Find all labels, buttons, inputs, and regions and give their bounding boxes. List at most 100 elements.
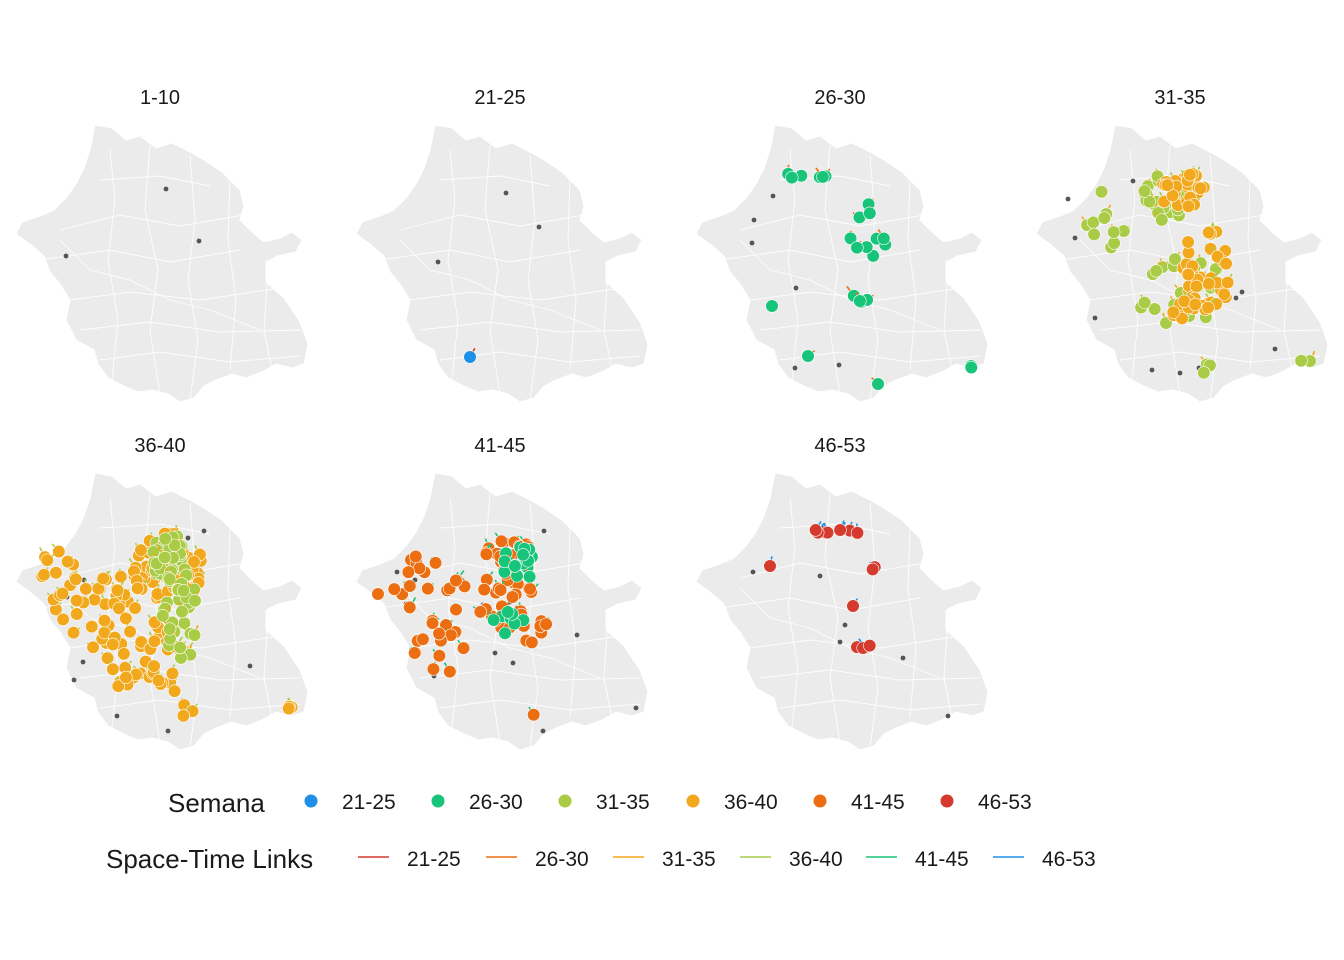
case-point: [134, 543, 148, 557]
case-point: [456, 641, 471, 655]
district-boundary: [399, 587, 601, 679]
case-point: [69, 572, 83, 586]
legend-label: 26-30: [469, 791, 523, 814]
district-boundary: [79, 321, 301, 333]
reference-point: [900, 655, 906, 661]
district-boundary: [399, 239, 601, 331]
case-point: [846, 599, 860, 613]
panel-title: 41-45: [474, 435, 525, 457]
case-point: [1148, 302, 1162, 316]
case-point: [106, 637, 120, 651]
legend-label: 31-35: [662, 848, 716, 871]
case-point: [498, 626, 512, 640]
reference-point: [201, 528, 207, 534]
case-point: [97, 614, 112, 628]
district-boundary: [99, 523, 211, 535]
reference-point: [247, 663, 253, 669]
case-point: [1188, 297, 1202, 312]
legend-key-point: [813, 794, 827, 808]
district-boundary: [1099, 321, 1321, 333]
district-boundary: [227, 179, 237, 371]
reference-point: [1239, 289, 1245, 295]
case-point: [785, 170, 799, 185]
district-boundary: [943, 269, 953, 371]
case-point: [843, 231, 858, 246]
case-point: [1183, 168, 1197, 182]
case-point: [527, 708, 541, 722]
legend-item: 36-40: [686, 791, 778, 814]
case-point: [117, 647, 131, 661]
case-point: [106, 662, 120, 676]
reference-point: [1092, 315, 1098, 321]
case-point: [134, 635, 148, 649]
district-boundary: [867, 154, 879, 401]
legend-space-time-links: Space-Time Links 21-25 26-30 31-35 36-40…: [106, 844, 1096, 874]
district-boundary: [409, 287, 621, 301]
case-point: [539, 617, 553, 631]
reference-point: [1272, 346, 1278, 352]
district-boundary: [447, 497, 459, 729]
district-boundary: [759, 669, 981, 681]
district-boundary: [567, 179, 577, 371]
district-boundary: [824, 144, 841, 396]
case-point: [494, 534, 509, 548]
case-point: [403, 579, 417, 593]
case-point: [187, 628, 202, 642]
panel-title: 36-40: [134, 435, 185, 457]
case-point: [432, 627, 446, 641]
reference-point: [541, 528, 547, 534]
case-point: [163, 622, 177, 636]
case-point: [1166, 188, 1180, 203]
case-point: [1086, 215, 1100, 229]
district-boundary: [907, 179, 917, 371]
case-point: [1087, 227, 1101, 241]
case-point: [119, 670, 133, 685]
case-point: [1160, 178, 1174, 192]
facet-panel-5: 36-40: [15, 435, 309, 751]
case-point: [37, 568, 51, 582]
case-point: [463, 350, 477, 364]
case-point: [421, 581, 435, 596]
reference-point: [633, 705, 639, 711]
district-boundary: [1119, 351, 1321, 363]
case-point: [131, 581, 145, 595]
district-boundary: [107, 149, 119, 381]
district-boundary: [59, 213, 251, 231]
case-point: [70, 607, 84, 621]
reference-point: [793, 285, 799, 291]
case-point: [1168, 252, 1182, 266]
reference-point: [1149, 367, 1155, 373]
legend-item: 46-53: [940, 791, 1032, 814]
district-boundary: [439, 523, 551, 535]
case-point: [1149, 264, 1163, 278]
district-boundary: [943, 617, 953, 719]
case-point: [114, 570, 128, 584]
facet-panel-3: 26-30: [695, 87, 989, 403]
case-point: [850, 241, 864, 255]
legend-item: 36-40: [740, 848, 843, 871]
case-points: [1080, 165, 1317, 380]
district-boundary: [603, 269, 613, 371]
district-boundary: [99, 699, 301, 711]
case-point: [111, 679, 125, 693]
legend-label: 46-53: [978, 791, 1032, 814]
district-boundary: [263, 269, 273, 371]
reference-points: [435, 190, 542, 265]
reference-point: [394, 569, 400, 575]
district-boundary: [749, 287, 961, 301]
case-point: [173, 640, 187, 655]
case-point: [85, 620, 99, 634]
district-boundary: [527, 154, 539, 401]
reference-points: [63, 186, 202, 259]
case-point: [176, 584, 191, 598]
case-point: [809, 523, 823, 537]
reference-point: [163, 186, 169, 192]
case-point: [479, 547, 494, 561]
reference-point: [492, 650, 498, 656]
panel-title: 46-53: [814, 435, 865, 457]
legend-label: 41-45: [915, 848, 969, 871]
case-point: [165, 666, 180, 681]
case-point: [1107, 236, 1121, 250]
case-point: [56, 612, 70, 626]
